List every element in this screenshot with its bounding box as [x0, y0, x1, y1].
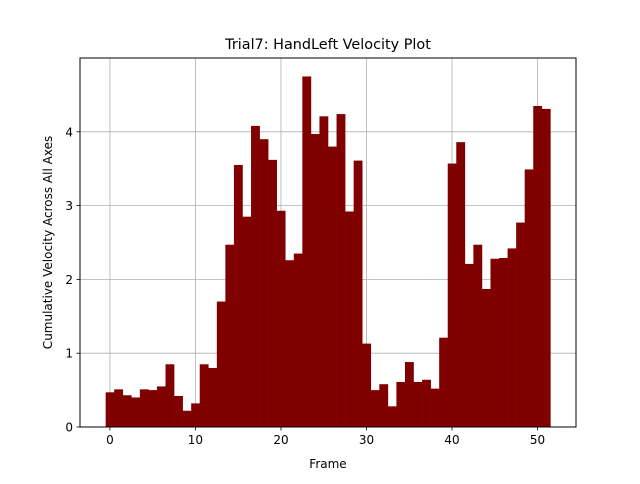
- bar: [191, 403, 201, 427]
- bar: [268, 159, 277, 427]
- tick-layer: 0 10 20 30 40 50 0 1 2 3 4: [65, 125, 545, 447]
- bar: [396, 381, 406, 427]
- bar: [216, 301, 226, 427]
- bar: [182, 410, 192, 427]
- y-tick-label: 4: [65, 125, 73, 139]
- plot-frame: [79, 57, 577, 428]
- bar: [447, 163, 457, 427]
- bar: [422, 379, 431, 427]
- bar: [165, 364, 175, 427]
- bar: [507, 248, 517, 427]
- bar: [233, 165, 243, 427]
- bar: [541, 108, 551, 427]
- bar: [131, 397, 141, 427]
- y-tick-label: 0: [65, 421, 73, 435]
- bar: [174, 396, 183, 427]
- bar: [362, 343, 372, 427]
- bar: [430, 388, 440, 427]
- bar: [225, 244, 235, 427]
- bar: [336, 114, 346, 427]
- bar: [404, 362, 414, 427]
- bar: [328, 146, 337, 427]
- bar: [259, 139, 269, 427]
- bar: [413, 381, 423, 427]
- bar: [199, 364, 209, 427]
- bar: [490, 258, 500, 427]
- bar: [114, 389, 124, 427]
- bar: [156, 386, 166, 427]
- y-tick-label: 1: [65, 347, 73, 361]
- x-tick-label: 40: [444, 433, 459, 447]
- bar-layer: [105, 76, 551, 428]
- y-tick-label: 3: [65, 199, 73, 213]
- x-tick-label: 50: [530, 433, 545, 447]
- bar: [473, 244, 483, 427]
- bar: [276, 210, 286, 427]
- bar: [481, 288, 491, 427]
- x-tick-label: 10: [188, 433, 203, 447]
- bar: [464, 263, 474, 427]
- bar: [310, 134, 320, 427]
- bar: [353, 160, 363, 427]
- bar: [516, 222, 525, 427]
- bar: [533, 105, 543, 427]
- bar: [105, 392, 115, 427]
- bar: [387, 406, 397, 427]
- bar: [242, 216, 252, 427]
- bar: [208, 367, 218, 427]
- bar: [148, 390, 158, 427]
- y-tick-label: 2: [65, 273, 73, 287]
- bar: [524, 169, 534, 428]
- bar: [293, 253, 303, 427]
- bar: [302, 76, 312, 427]
- bar: [139, 389, 149, 427]
- x-tick-label: 30: [359, 433, 374, 447]
- bar: [379, 384, 389, 427]
- y-axis-label: Cumulative Velocity Across All Axes: [41, 136, 55, 349]
- bar: [319, 116, 329, 427]
- bar: [345, 211, 354, 427]
- bar: [456, 142, 466, 427]
- bar: [370, 390, 380, 427]
- bar: [285, 260, 295, 427]
- bar: [499, 257, 508, 427]
- bar: [439, 337, 449, 427]
- x-tick-label: 20: [273, 433, 288, 447]
- x-tick-label: 0: [106, 433, 114, 447]
- chart-title: Trial7: HandLeft Velocity Plot: [224, 37, 431, 53]
- x-axis-label: Frame: [309, 457, 346, 471]
- bar: [122, 395, 132, 427]
- bar: [251, 125, 260, 427]
